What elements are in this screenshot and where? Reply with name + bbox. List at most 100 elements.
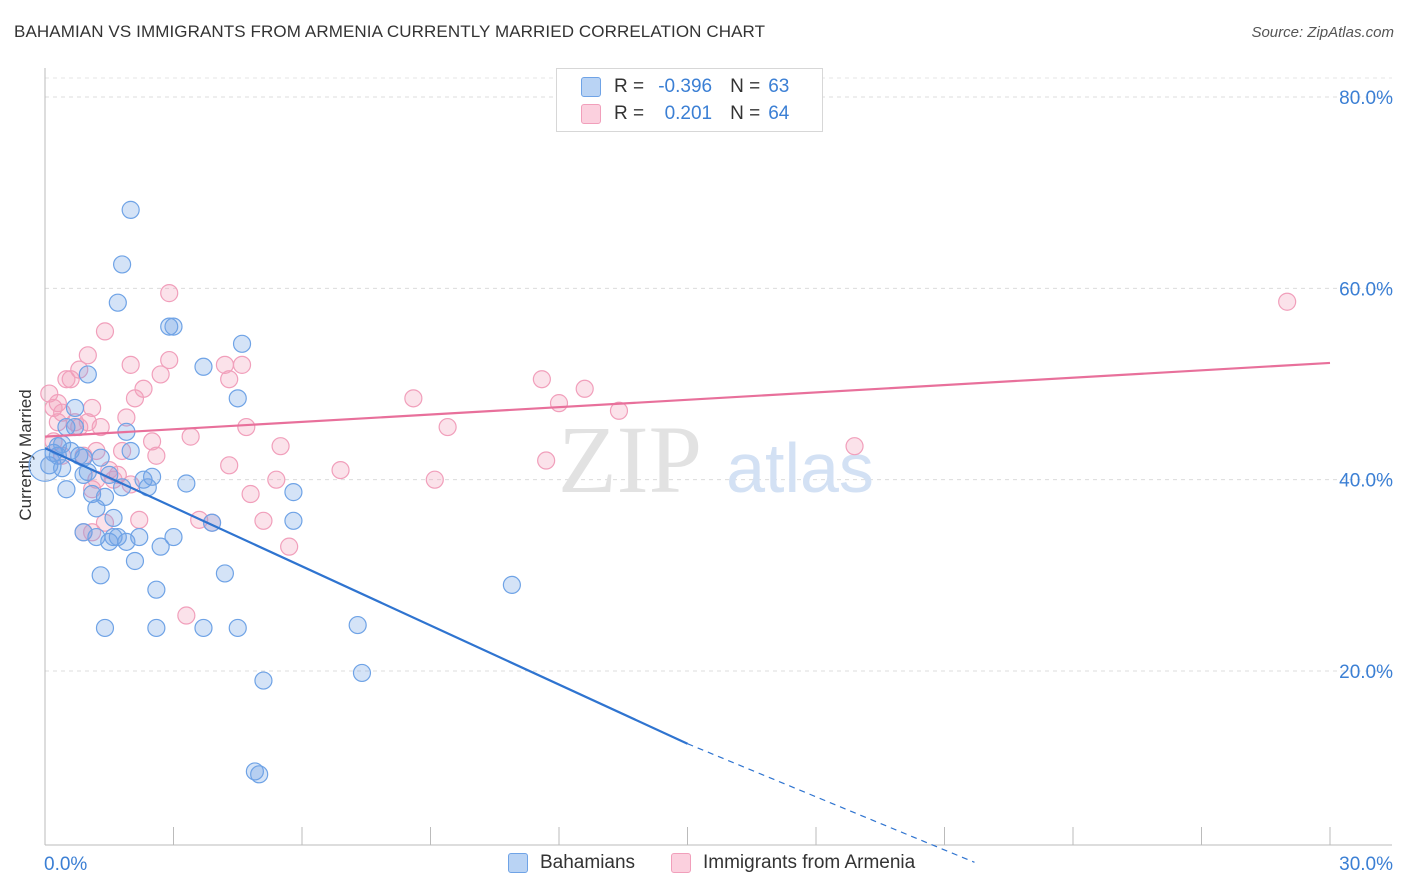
watermark-atlas: atlas	[726, 429, 874, 507]
bahamians-point	[194, 618, 213, 638]
axes	[44, 68, 1392, 846]
series-bahamians-points	[28, 200, 521, 784]
bahamians-point	[254, 671, 273, 690]
bahamians-point	[130, 527, 149, 547]
armenia-point	[48, 394, 67, 413]
armenia-point	[160, 284, 179, 303]
armenia-point	[95, 513, 115, 532]
armenia-trend-line	[44, 361, 1331, 438]
n-label: N =	[730, 103, 761, 124]
bahamians-point	[284, 511, 303, 530]
armenia-point	[609, 401, 629, 420]
n-label: N =	[730, 76, 761, 97]
armenia-point	[425, 470, 444, 489]
armenia-point	[57, 370, 76, 389]
armenia-point	[220, 456, 239, 475]
y-tick-label: 60.0%	[1339, 279, 1393, 300]
bahamians-point	[164, 317, 183, 336]
armenia-point	[232, 355, 252, 374]
bahamians-point	[194, 357, 213, 376]
legend-item-armenia[interactable]: Immigrants from Armenia	[671, 852, 915, 874]
chart-title: BAHAMIAN VS IMMIGRANTS FROM ARMENIA CURR…	[14, 22, 766, 41]
bahamians-point	[228, 618, 247, 638]
n-value: 64	[768, 103, 790, 124]
r-label: R =	[614, 76, 645, 97]
armenia-point	[254, 511, 273, 530]
r-label: R =	[614, 103, 645, 124]
bahamians-point	[28, 448, 62, 482]
armenia-point	[134, 379, 153, 398]
armenia-point	[95, 322, 115, 341]
bahamians-point	[121, 200, 140, 219]
armenia-point	[130, 510, 149, 529]
armenia-point	[331, 461, 350, 480]
armenia-point	[78, 346, 97, 365]
armenia-point	[280, 537, 299, 556]
armenia-point	[83, 398, 102, 418]
bahamians-point	[108, 527, 127, 547]
n-value: 63	[768, 76, 790, 97]
r-value: -0.396	[658, 76, 713, 97]
bahamians-point	[108, 293, 127, 312]
bahamians-point	[151, 537, 170, 556]
bahamians-point	[352, 663, 372, 683]
armenia-point	[121, 355, 140, 374]
legend-item-bahamians[interactable]: Bahamians	[508, 852, 635, 874]
y-tick-labels: 20.0% 40.0% 60.0% 80.0%	[1339, 88, 1393, 683]
armenia-point	[181, 427, 200, 446]
stats-legend-row-armenia: R = 0.201 N = 64	[581, 102, 789, 126]
trend-lines	[44, 361, 1331, 863]
bahamians-point	[250, 765, 269, 784]
armenia-point	[70, 360, 89, 379]
armenia-point	[845, 437, 864, 456]
bahamians-point	[53, 435, 72, 454]
armenia-point	[271, 437, 290, 456]
bahamians-point	[142, 467, 162, 486]
bahamians-swatch	[581, 77, 601, 97]
bahamians-trend-extension	[687, 743, 975, 863]
armenia-point	[237, 417, 256, 437]
bahamians-point	[147, 580, 166, 599]
armenia-point	[241, 484, 260, 504]
armenia-point	[537, 451, 556, 470]
bahamians-point	[125, 551, 145, 571]
stats-legend: R = -0.396 N = 63 R = 0.201 N = 64	[556, 68, 823, 132]
bahamians-point	[53, 459, 72, 478]
r-value: 0.201	[664, 103, 713, 124]
armenia-point	[142, 432, 162, 451]
chart-source: Source: ZipAtlas.com	[1251, 24, 1394, 41]
armenia-point	[147, 446, 166, 465]
armenia-point	[91, 417, 110, 437]
bahamians-point	[502, 575, 521, 595]
bahamians-point	[78, 365, 97, 384]
bahamians-legend-label: Bahamians	[540, 852, 636, 873]
watermark-zip: ZIP	[558, 406, 702, 513]
bahamians-point	[160, 317, 179, 336]
armenia-legend-swatch	[671, 853, 691, 873]
armenia-point	[160, 350, 179, 370]
bahamians-point	[121, 441, 140, 461]
armenia-point	[532, 370, 551, 389]
armenia-point	[220, 370, 239, 389]
armenia-point	[1278, 292, 1297, 311]
bahamians-point	[232, 334, 252, 353]
armenia-point	[267, 470, 286, 489]
watermark: ZIP atlas	[558, 406, 874, 513]
bahamians-point	[104, 508, 123, 528]
bahamians-point	[228, 389, 247, 408]
armenia-swatch	[581, 104, 601, 124]
bahamians-point	[65, 417, 85, 437]
bahamians-point	[65, 398, 85, 418]
bahamians-point	[112, 255, 132, 274]
armenia-point	[117, 408, 136, 427]
x-tick-labels: 0.0% 30.0%	[44, 854, 1393, 875]
bahamians-legend-swatch	[508, 853, 528, 873]
bahamians-point	[348, 615, 367, 635]
armenia-point	[404, 389, 423, 408]
bahamians-point	[215, 564, 234, 583]
armenia-point	[151, 365, 170, 384]
grid-lines	[45, 77, 1392, 672]
stats-legend-row-bahamians: R = -0.396 N = 63	[581, 75, 789, 99]
bahamians-point	[91, 448, 110, 467]
